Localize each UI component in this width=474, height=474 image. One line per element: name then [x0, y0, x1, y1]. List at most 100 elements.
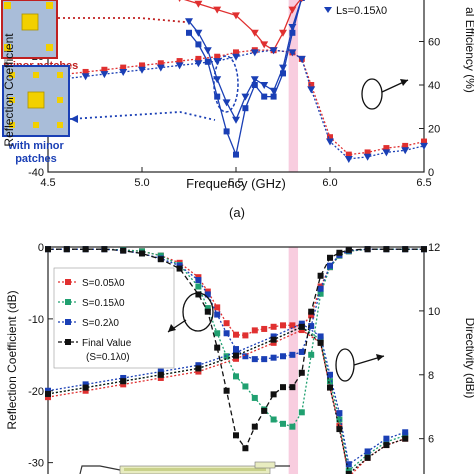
directivity-arrowhead-b: [376, 354, 384, 361]
data-point: [203, 47, 212, 55]
y-left-tick-label: -40: [28, 167, 44, 179]
data-point: [336, 416, 343, 423]
data-point: [242, 332, 249, 339]
data-point: [232, 12, 240, 20]
data-point: [194, 29, 203, 37]
y-right-tick-label: 12: [428, 242, 440, 254]
data-point: [317, 272, 324, 279]
x-tick-label: 6.0: [322, 177, 337, 189]
data-point: [214, 93, 221, 100]
data-point: [120, 381, 127, 388]
antenna-graphic: [79, 461, 290, 474]
connector-blue-arrowhead: [70, 115, 78, 123]
x-tick-label: 6.5: [416, 177, 431, 189]
data-point: [81, 73, 90, 81]
connector-red: [58, 17, 186, 23]
data-point: [223, 387, 230, 394]
data-point: [82, 387, 89, 394]
data-point: [270, 416, 277, 423]
data-point: [345, 470, 352, 474]
data-point: [260, 82, 269, 89]
x-tick-label: 5.0: [134, 177, 149, 189]
data-point: [336, 249, 343, 256]
data-point: [421, 138, 427, 145]
data-point: [195, 55, 202, 62]
data-point: [119, 68, 128, 76]
data-point: [214, 330, 221, 337]
data-point: [175, 62, 184, 70]
data-point: [223, 353, 230, 360]
data-point: [178, 0, 181, 2]
data-point: [363, 153, 372, 161]
data-point: [213, 6, 222, 14]
data-point: [300, 0, 303, 2]
panel-b-ticks: 0 -10 -20 -30 12 10 8 6: [28, 242, 440, 470]
data-point: [82, 381, 89, 388]
data-point: [298, 409, 305, 416]
data-point: [270, 93, 277, 100]
data-point: [250, 29, 259, 37]
data-point: [120, 378, 127, 385]
data-point: [194, 60, 203, 68]
data-point: [327, 384, 333, 391]
data-point: [176, 58, 183, 65]
panel-b-highlight-band: [288, 247, 299, 474]
data-point: [317, 333, 324, 340]
data-point: [204, 291, 211, 298]
data-point: [364, 451, 371, 458]
data-point: [223, 128, 230, 135]
data-point: [383, 442, 390, 449]
data-point: [139, 62, 145, 69]
data-point: [345, 246, 352, 253]
data-point: [421, 246, 427, 253]
data-point: [214, 344, 221, 351]
data-point: [195, 283, 202, 290]
data-point: [327, 378, 333, 385]
data-point: [345, 461, 352, 468]
data-point: [233, 432, 239, 439]
directivity-ellipse-b: [335, 348, 355, 382]
data-point: [308, 308, 315, 315]
data-point: [176, 265, 183, 272]
data-point: [233, 355, 239, 362]
data-point: [241, 93, 250, 101]
data-point: [317, 339, 324, 346]
data-point: [280, 70, 286, 77]
data-point: [260, 41, 269, 49]
legend-label-a: Ls=0.15λ0: [336, 5, 387, 17]
data-point: [270, 336, 277, 343]
data-point: [195, 291, 202, 298]
data-point: [383, 438, 390, 445]
data-point: [308, 82, 315, 88]
legend-marker-1: [65, 279, 71, 285]
data-point: [204, 305, 211, 312]
series-line-0-0: [188, 0, 302, 157]
data-point: [289, 384, 296, 391]
data-point: [45, 387, 51, 394]
data-point: [383, 246, 390, 253]
data-point: [261, 407, 268, 414]
data-point: [195, 365, 202, 372]
data-point: [223, 320, 230, 327]
data-point: [157, 374, 164, 381]
data-point: [288, 49, 297, 57]
data-point: [233, 49, 239, 56]
legend-marker-4: [65, 339, 71, 345]
data-point: [401, 147, 410, 155]
legend-marker-a: [324, 7, 332, 13]
data-point: [382, 149, 391, 157]
data-point: [233, 352, 239, 359]
data-point: [251, 394, 258, 401]
data-point: [289, 351, 296, 358]
panel-b-ylabel-right: Directivity (dBi): [463, 318, 474, 399]
x-tick-label: 5.5: [228, 177, 243, 189]
data-point: [222, 99, 231, 107]
group-ellipse-a: [213, 55, 239, 113]
panel-b-ylabel-left: Reflection Coefficient (dB): [5, 290, 19, 429]
data-point: [298, 323, 305, 330]
data-point: [138, 66, 146, 74]
data-point: [242, 105, 249, 112]
data-point: [45, 394, 51, 401]
panel-a-caption: (a): [229, 205, 245, 220]
data-point: [308, 323, 315, 330]
